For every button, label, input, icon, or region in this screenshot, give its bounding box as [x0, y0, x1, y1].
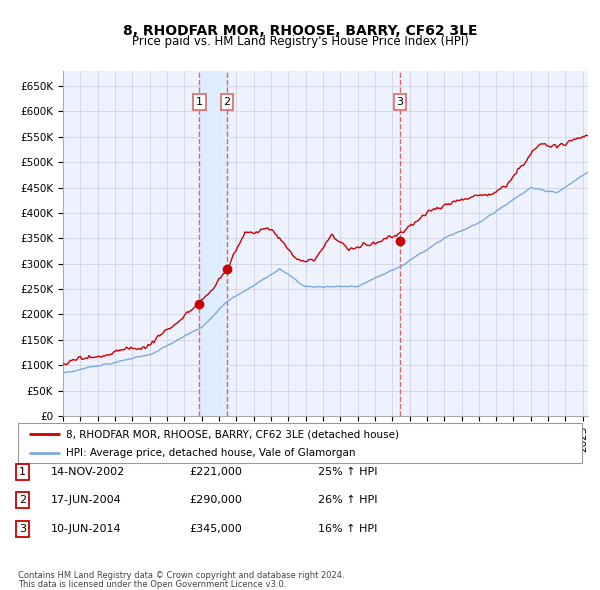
Text: Contains HM Land Registry data © Crown copyright and database right 2024.: Contains HM Land Registry data © Crown c…: [18, 571, 344, 581]
Text: 8, RHODFAR MOR, RHOOSE, BARRY, CF62 3LE (detached house): 8, RHODFAR MOR, RHOOSE, BARRY, CF62 3LE …: [66, 430, 399, 440]
Text: £290,000: £290,000: [189, 496, 242, 505]
Text: 26% ↑ HPI: 26% ↑ HPI: [318, 496, 377, 505]
Text: 3: 3: [397, 97, 403, 107]
Text: 14-NOV-2002: 14-NOV-2002: [51, 467, 125, 477]
Text: 3: 3: [19, 524, 26, 533]
Text: Price paid vs. HM Land Registry's House Price Index (HPI): Price paid vs. HM Land Registry's House …: [131, 35, 469, 48]
Text: 8, RHODFAR MOR, RHOOSE, BARRY, CF62 3LE: 8, RHODFAR MOR, RHOOSE, BARRY, CF62 3LE: [123, 24, 477, 38]
Text: 10-JUN-2014: 10-JUN-2014: [51, 524, 122, 533]
Text: 17-JUN-2004: 17-JUN-2004: [51, 496, 122, 505]
Text: £221,000: £221,000: [189, 467, 242, 477]
Text: 25% ↑ HPI: 25% ↑ HPI: [318, 467, 377, 477]
Text: 2: 2: [223, 97, 230, 107]
Text: 1: 1: [196, 97, 203, 107]
Text: 16% ↑ HPI: 16% ↑ HPI: [318, 524, 377, 533]
Text: This data is licensed under the Open Government Licence v3.0.: This data is licensed under the Open Gov…: [18, 579, 286, 589]
Text: £345,000: £345,000: [189, 524, 242, 533]
Bar: [199, 71, 227, 416]
Text: HPI: Average price, detached house, Vale of Glamorgan: HPI: Average price, detached house, Vale…: [66, 448, 355, 458]
Text: 2: 2: [19, 496, 26, 505]
Text: 1: 1: [19, 467, 26, 477]
